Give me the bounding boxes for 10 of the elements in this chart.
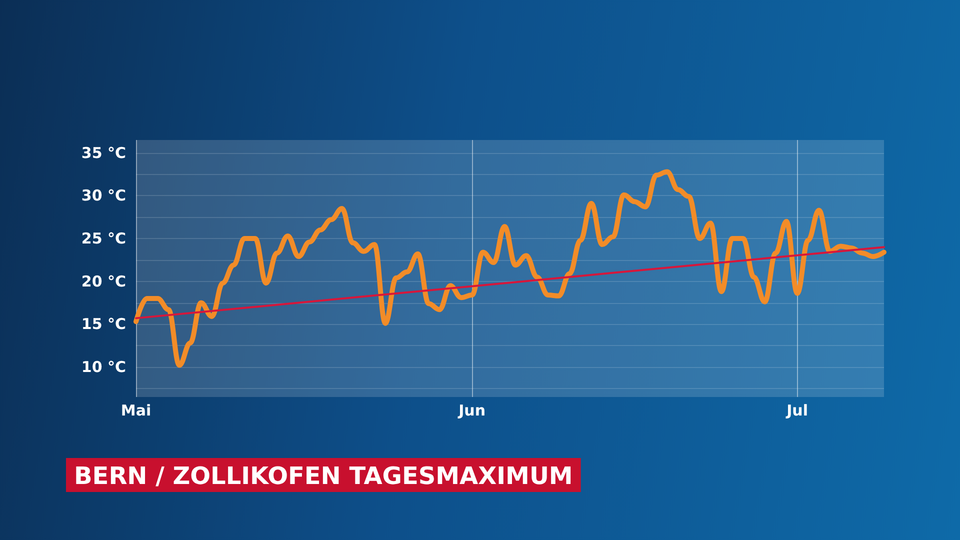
x-tick-label: Jun: [458, 402, 486, 420]
y-tick-label: 35 °C: [81, 144, 126, 162]
y-tick-label: 15 °C: [81, 315, 126, 334]
y-tick-label: 10 °C: [81, 358, 126, 376]
y-tick-label: 30 °C: [81, 186, 126, 205]
text: BERN / ZOLLIKOFEN TAGESMAXIMUM: [74, 462, 573, 490]
y-tick-label: 20 °C: [81, 272, 126, 290]
x-tick-label: Mai: [120, 402, 152, 420]
y-tick-label: 25 °C: [81, 230, 126, 248]
x-tick-label: Jul: [786, 402, 808, 420]
